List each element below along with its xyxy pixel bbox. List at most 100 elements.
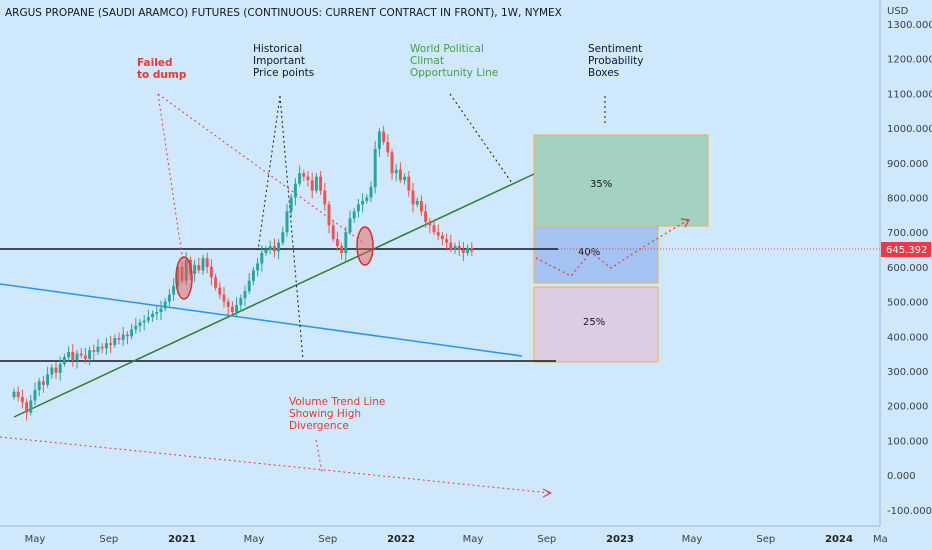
candle-body [180,266,184,281]
candle-body [25,402,29,413]
x-tick-label: May [463,534,484,545]
candle-body [214,277,218,288]
candle-body [50,367,54,375]
breakout-ellipse[interactable] [356,226,374,266]
candle-body [264,249,268,254]
candle-body [251,270,255,281]
candle-body [457,246,461,250]
candle-body [20,397,24,403]
candle-body [398,169,402,181]
candle-body [58,364,62,373]
candle-body [319,176,323,191]
candle-body [121,334,125,340]
candle-body [386,141,390,153]
candle-body [243,291,247,299]
x-tick-label: May [244,534,265,545]
candle-body [432,225,436,233]
candle-body [352,211,356,219]
candle-body [293,183,297,198]
annotation-sentiment-line2: Probability [588,55,644,67]
candle-body [79,353,83,356]
candle-body [62,357,66,365]
sentiment-box-40[interactable] [533,225,659,284]
failed-dump-ellipse[interactable] [175,256,193,300]
candle-body [92,350,96,352]
y-tick-label: 700.000 [887,228,928,239]
sentiment-box-35-label: 35% [590,179,612,190]
sentiment-box-35[interactable] [533,134,709,227]
chart-title: ARGUS PROPANE (SAUDI ARAMCO) FUTURES (CO… [5,7,562,19]
y-tick-label: 300.000 [887,367,928,378]
y-tick-label: 900.000 [887,159,928,170]
candle-body [16,391,20,398]
candle-body [113,338,117,345]
candle-body [104,343,108,349]
candle-body [407,176,411,191]
candle-body [109,343,113,345]
candle-body [83,355,87,359]
candle-body [117,338,121,340]
candle-body [440,235,444,240]
y-tick-label: 800.000 [887,194,928,205]
candle-body [209,266,213,278]
candle-body [197,265,201,271]
candle-body [285,211,289,233]
candle-body [33,390,37,401]
y-tick-label: 200.000 [887,402,928,413]
candle-body [373,148,377,188]
candle-body [436,232,440,236]
x-tick-label: 2021 [168,534,196,545]
candle-body [67,351,71,358]
price-axis[interactable]: 1300.000 1200.000 1100.000 1000.000 900.000 8… [887,20,932,517]
candle-body [125,334,129,337]
annotation-sentiment: Sentiment Probability Boxes [588,43,644,79]
candle-body [281,232,285,243]
projection-arrowhead [680,218,690,228]
candle-body [146,317,150,321]
candle-body [361,200,365,205]
candle-body [377,131,381,149]
sentiment-box-25-label: 25% [583,317,605,328]
candle-body [449,242,453,250]
annotation-volume-line1: Volume Trend Line [289,396,385,408]
candle-body [176,266,180,286]
candle-body [239,298,243,306]
candle-body [130,329,134,337]
candle-body [193,265,197,274]
candle-body [222,294,226,302]
candle-body [369,187,373,198]
candle-body [88,350,92,359]
annotation-historical-line1: Historical [253,43,302,55]
candle-body [172,285,176,295]
annotation-historical: Historical Important Price points [253,43,314,79]
candle-body [37,381,41,391]
x-tick-label: 2022 [387,534,415,545]
candle-body [348,218,352,233]
time-axis[interactable]: May Sep 2021 May Sep 2022 May Sep 2023 May Sep 2024… [25,534,888,545]
currency-label: USD [887,6,909,17]
candle-body [235,305,239,313]
x-tick-label: 2023 [606,534,634,545]
x-tick-label: Sep [318,534,337,545]
annotation-sentiment-line3: Boxes [588,67,619,79]
candle-body [272,246,276,252]
candle-body [335,239,339,247]
candle-body [268,246,272,250]
opportunity-trendline[interactable] [13,173,535,418]
candle-body [356,204,360,212]
candle-body [411,190,415,205]
candle-body [167,294,171,302]
candle-body [327,204,331,226]
world-guide [449,93,513,184]
annotation-historical-line2: Important [253,55,305,67]
y-tick-label: 100.000 [887,436,928,447]
last-price-tag-label: 645.392 [886,245,927,256]
sentiment-box-25[interactable] [533,286,659,363]
candle-body [323,190,327,205]
candle-body [344,232,348,254]
candle-body [289,197,293,212]
blue-trendline[interactable] [0,283,523,357]
last-price-tag[interactable] [881,242,931,257]
